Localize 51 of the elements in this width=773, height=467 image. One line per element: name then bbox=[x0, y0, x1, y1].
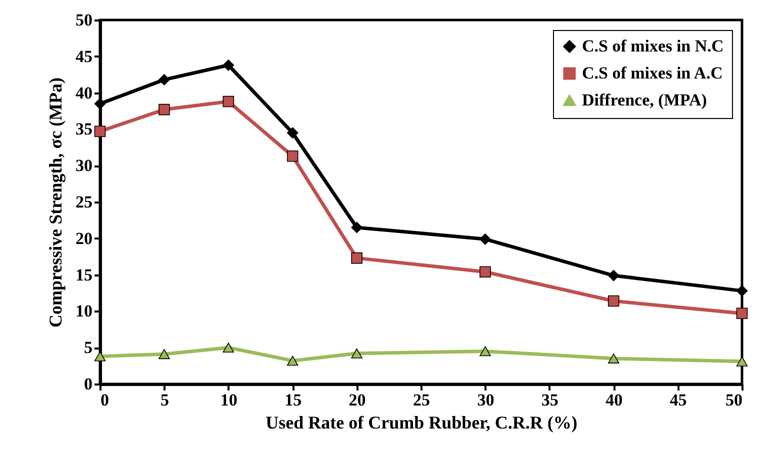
y-tick-label: 45 bbox=[76, 46, 92, 66]
x-tick-label: 0 bbox=[100, 390, 109, 410]
x-tick-label: 5 bbox=[160, 390, 169, 410]
legend-label: C.S of mixes in A.C bbox=[582, 64, 723, 82]
x-axis-title: Used Rate of Crumb Rubber, C.R.R (%) bbox=[266, 412, 578, 432]
point bbox=[94, 98, 106, 110]
point bbox=[222, 342, 234, 353]
y-tick-label: 35 bbox=[76, 120, 92, 139]
legend-label: Diffrence, (MPA) bbox=[582, 90, 707, 110]
x-tick-label: 25 bbox=[413, 390, 430, 410]
y-tick-label: 5 bbox=[84, 338, 92, 358]
point bbox=[351, 252, 362, 264]
y-tick-label: 20 bbox=[76, 228, 92, 248]
point bbox=[94, 126, 106, 138]
x-tick-label: 30 bbox=[477, 390, 494, 410]
point bbox=[351, 222, 362, 234]
point bbox=[608, 354, 620, 364]
point bbox=[736, 308, 748, 320]
y-tick-label: 30 bbox=[76, 156, 92, 176]
point bbox=[286, 127, 298, 138]
x-tick-label: 35 bbox=[541, 390, 558, 410]
point bbox=[480, 266, 491, 278]
point bbox=[286, 356, 298, 366]
y-tick-label: 0 bbox=[84, 374, 92, 394]
point bbox=[158, 74, 170, 86]
x-tick-label: 15 bbox=[284, 390, 302, 410]
x-tick-label: 45 bbox=[670, 390, 687, 410]
legend-label: C.S of mixes in N.C bbox=[582, 36, 724, 56]
y-tick-label: 10 bbox=[76, 302, 92, 321]
point bbox=[351, 348, 362, 358]
x-tick-label: 50 bbox=[726, 390, 742, 410]
point bbox=[608, 295, 620, 307]
point bbox=[608, 270, 620, 282]
point bbox=[158, 104, 170, 116]
x-tick-label: 40 bbox=[606, 390, 623, 410]
point bbox=[94, 351, 106, 362]
point bbox=[222, 59, 234, 71]
point bbox=[736, 356, 748, 366]
x-tick-label: 20 bbox=[348, 390, 366, 410]
point bbox=[158, 349, 170, 360]
y-axis-title: Compressive Strength, σc (MPa) bbox=[46, 77, 66, 328]
y-tick-label: 25 bbox=[76, 192, 92, 212]
y-tick-label: 50 bbox=[76, 10, 92, 30]
point bbox=[480, 233, 491, 245]
point bbox=[480, 346, 491, 356]
point bbox=[222, 96, 234, 108]
point bbox=[736, 285, 748, 296]
point bbox=[286, 150, 298, 162]
y-tick-label: 15 bbox=[76, 265, 92, 284]
y-tick-label: 40 bbox=[76, 83, 92, 102]
x-tick-label: 10 bbox=[220, 390, 238, 410]
